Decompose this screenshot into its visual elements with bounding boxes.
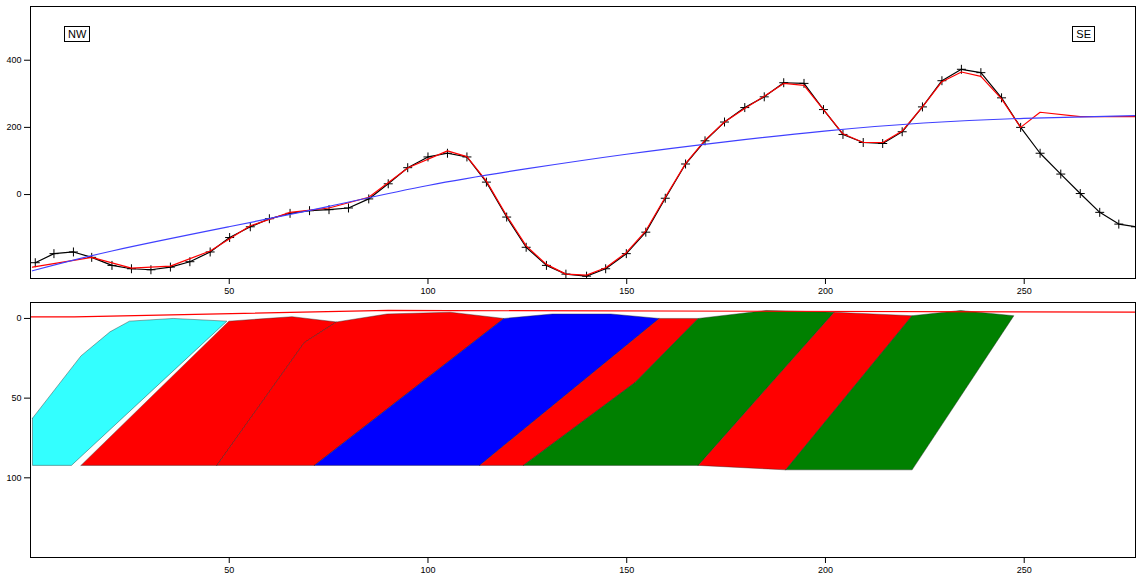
svg-text:100: 100 — [420, 565, 435, 575]
svg-text:50: 50 — [224, 286, 234, 296]
svg-text:250: 250 — [1017, 286, 1032, 296]
svg-text:200: 200 — [818, 565, 833, 575]
svg-text:50: 50 — [11, 393, 21, 403]
svg-text:150: 150 — [619, 565, 634, 575]
svg-text:250: 250 — [1017, 565, 1032, 575]
svg-text:150: 150 — [619, 286, 634, 296]
svg-text:200: 200 — [6, 122, 21, 132]
svg-text:50: 50 — [224, 565, 234, 575]
svg-text:100: 100 — [6, 473, 21, 483]
svg-text:200: 200 — [818, 286, 833, 296]
svg-text:100: 100 — [420, 286, 435, 296]
html-text:SE: SE — [1076, 28, 1091, 40]
svg-text:0: 0 — [16, 189, 21, 199]
svg-text:0: 0 — [16, 313, 21, 323]
html-text:NW: NW — [68, 28, 87, 40]
svg-text:400: 400 — [6, 55, 21, 65]
